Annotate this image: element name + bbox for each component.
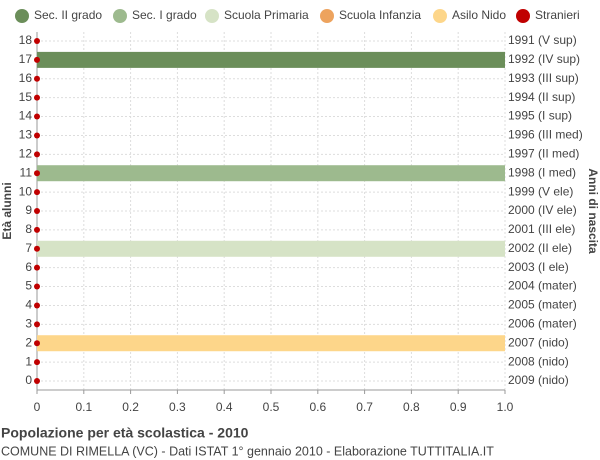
- x-tick-label: 0.4: [216, 400, 233, 414]
- bar: [37, 335, 505, 352]
- stranieri-dot: [34, 132, 40, 139]
- y2-tick-label: 1992 (IV sup): [508, 52, 580, 66]
- bar: [37, 51, 505, 68]
- x-tick-label: 0.1: [75, 400, 92, 414]
- y2-tick-label: 2001 (III ele): [508, 222, 575, 236]
- legend-swatch: [15, 9, 29, 23]
- y-tick-label: 9: [25, 203, 32, 217]
- y2-tick-label: 1993 (III sup): [508, 71, 579, 85]
- y-tick-label: 5: [25, 279, 32, 293]
- y2-tick-label: 1991 (V sup): [508, 33, 577, 47]
- y2-tick-label: 2007 (nido): [508, 335, 569, 349]
- stranieri-dot: [34, 226, 40, 233]
- y-axis-label: Età alunni: [0, 182, 14, 239]
- stranieri-dot: [34, 94, 40, 101]
- x-tick-label: 0.6: [309, 400, 326, 414]
- legend-swatch: [205, 9, 219, 23]
- stranieri-dot: [34, 208, 40, 214]
- y2-tick-label: 2009 (nido): [508, 373, 569, 387]
- stranieri-dot: [34, 321, 40, 328]
- y-tick-label: 12: [19, 147, 33, 161]
- stranieri-dot: [34, 245, 40, 252]
- y-tick-label: 11: [20, 165, 33, 179]
- stranieri-dot: [34, 151, 40, 158]
- y2-tick-label: 2000 (IV ele): [508, 203, 577, 217]
- stranieri-dot: [34, 38, 40, 44]
- y2-tick-label: 1997 (II med): [508, 147, 579, 161]
- y2-tick-label: 2005 (mater): [508, 298, 577, 312]
- legend-label: Sec. II grado: [34, 8, 102, 22]
- legend-swatch: [320, 9, 334, 23]
- x-tick-label: 0.9: [450, 400, 467, 414]
- y2-tick-label: 2003 (I ele): [508, 260, 569, 274]
- y-tick-label: 6: [25, 260, 32, 274]
- chart-title: Popolazione per età scolastica - 2010: [1, 425, 249, 441]
- x-tick-label: 1.0: [497, 400, 514, 414]
- x-tick-label: 0.2: [122, 400, 139, 414]
- y-tick-label: 8: [25, 222, 32, 236]
- y-tick-label: 2: [25, 335, 32, 349]
- stranieri-dot: [34, 283, 40, 290]
- y2-tick-label: 2006 (mater): [508, 317, 577, 331]
- y2-tick-label: 2008 (nido): [508, 354, 569, 368]
- legend-swatch: [113, 9, 127, 23]
- y2-tick-label: 1996 (III med): [508, 128, 583, 142]
- y-tick-label: 4: [25, 298, 32, 312]
- stranieri-dot: [34, 264, 40, 271]
- x-tick-label: 0.8: [403, 400, 420, 414]
- stranieri-dot: [34, 340, 40, 347]
- y-tick-label: 10: [19, 184, 33, 198]
- y2-tick-label: 1995 (I sup): [508, 109, 572, 123]
- legend-label: Sec. I grado: [132, 8, 197, 22]
- legend-label: Scuola Infanzia: [339, 8, 421, 22]
- stranieri-dot: [34, 302, 40, 309]
- stranieri-dot: [34, 56, 40, 63]
- bar: [37, 165, 505, 182]
- stranieri-dot: [34, 75, 40, 82]
- legend-swatch: [516, 9, 530, 23]
- y-tick-label: 14: [19, 109, 33, 123]
- y-tick-label: 1: [25, 354, 32, 368]
- y2-tick-label: 2004 (mater): [508, 279, 577, 293]
- stranieri-dot: [34, 170, 40, 177]
- legend-label: Scuola Primaria: [224, 8, 309, 22]
- y-tick-label: 3: [25, 317, 32, 331]
- y2-tick-label: 2002 (II ele): [508, 241, 572, 255]
- bar: [37, 240, 505, 257]
- y-tick-label: 17: [19, 52, 33, 66]
- stranieri-dot: [34, 113, 40, 120]
- y2-tick-label: 1994 (II sup): [508, 90, 575, 104]
- y2-tick-label: 1998 (I med): [508, 165, 576, 179]
- chart-subtitle: COMUNE DI RIMELLA (VC) - Dati ISTAT 1° g…: [1, 444, 494, 458]
- stranieri-dot: [34, 189, 40, 196]
- y-tick-label: 16: [19, 71, 33, 85]
- x-tick-label: 0.3: [169, 400, 186, 414]
- x-tick-label: 0.5: [263, 400, 280, 414]
- x-tick-label: 0.7: [356, 400, 373, 414]
- y-tick-label: 15: [19, 90, 33, 104]
- x-tick-label: 0: [34, 400, 41, 414]
- y-tick-label: 0: [25, 373, 32, 387]
- y2-axis-label: Anni di nascita: [586, 168, 600, 254]
- y-tick-label: 13: [19, 128, 33, 142]
- legend-label: Stranieri: [535, 8, 580, 22]
- legend-label: Asilo Nido: [452, 8, 506, 22]
- y2-tick-label: 1999 (V ele): [508, 184, 573, 198]
- y-tick-label: 7: [25, 241, 32, 255]
- legend-swatch: [433, 9, 447, 23]
- stranieri-dot: [34, 378, 40, 384]
- stranieri-dot: [34, 359, 40, 366]
- y-tick-label: 18: [19, 33, 33, 47]
